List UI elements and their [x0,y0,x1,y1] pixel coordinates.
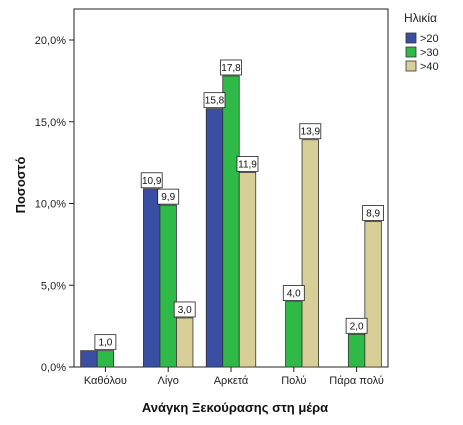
legend-label: >40 [420,61,439,73]
bars [80,75,382,368]
y-tick-label: 15,0% [35,117,66,129]
x-tick-label: Πάρα πολύ [329,375,384,387]
bar [176,317,194,368]
data-label-box [299,123,322,140]
data-label: 4,0 [287,289,301,300]
data-label-box [345,317,368,334]
data-label-box [236,156,259,172]
data-label: 2,0 [350,321,364,332]
legend-swatch [405,60,417,72]
x-axis: Καθόλου Λίγο Αρκετά Πολύ Πάρα πολύ [84,367,384,387]
data-label: 11,9 [238,159,257,170]
data-label: 1,0 [98,338,112,349]
data-label-box [203,92,226,109]
data-label-box [157,188,180,205]
legend-title: Ηλικία [404,11,437,25]
data-label: 3,0 [178,305,192,316]
data-label-box [140,172,163,189]
bar [159,204,177,368]
data-label-box [282,285,305,302]
bar [80,350,98,368]
data-label: 8,9 [366,208,380,219]
legend-swatch [405,46,417,58]
data-label-box [220,59,242,76]
legend-swatch [405,32,417,44]
data-label: 9,9 [161,192,175,203]
x-tick-label: Αρκετά [214,375,249,387]
bar [143,188,161,368]
y-axis: 0,0% 5,0% 10,0% 15,0% 20,0% [35,35,74,374]
data-label: 17,8 [221,63,241,74]
legend-label: >20 [420,33,439,45]
bar [347,333,366,368]
x-tick-label: Πολύ [281,375,306,387]
y-tick-label: 5,0% [41,280,66,292]
y-tick-label: 0,0% [41,362,66,374]
bar [364,221,382,368]
data-label-box [94,334,117,351]
y-axis-title: Ποσοστό [13,157,28,214]
data-label: 10,9 [142,176,162,187]
data-label-box [173,301,196,318]
y-tick-label: 10,0% [35,199,66,211]
bar [285,301,303,368]
bar [205,108,224,368]
x-tick-label: Λίγο [157,375,178,387]
data-label: 15,8 [205,96,225,107]
bar [238,172,257,368]
legend: Ηλικία >20 >30 >40 [404,11,439,73]
bar [222,75,240,368]
data-labels: 10,9 15,8 1,0 9,9 17,8 4,0 2,0 3,0 11,9 13,9 8,9 [94,59,385,351]
x-axis-title: Ανάγκη Ξεκούρασης στη μέρα [142,400,328,415]
legend-label: >30 [420,47,439,59]
x-tick-label: Καθόλου [84,375,127,387]
bar [301,139,319,368]
y-tick-label: 20,0% [35,35,66,47]
bar [96,350,115,368]
data-label: 13,9 [301,127,321,138]
data-label-box [362,205,385,221]
